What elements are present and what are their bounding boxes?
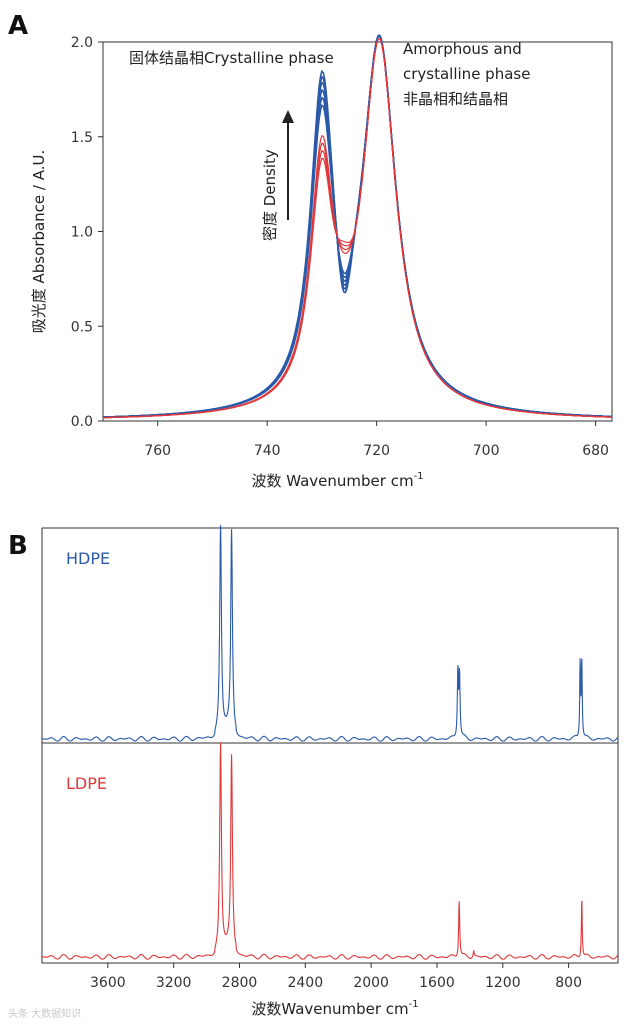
panel-b-plot-frame <box>41 527 619 964</box>
panel-a-y-tick-label: 0.5 <box>71 319 93 335</box>
panel-b-x-tick-label: 2000 <box>353 975 389 991</box>
panel-b-x-axis-title-text: 波数Wavenumber cm <box>251 1000 408 1018</box>
panel-a-letter: A <box>8 11 28 41</box>
panel-a-x-tick-label: 760 <box>144 443 171 459</box>
panel-a-series-ldpe-line <box>102 37 612 419</box>
annotation-crystalline: 固体结晶相Crystalline phase <box>129 49 334 67</box>
panel-b-x-tick-label: 2400 <box>287 975 323 991</box>
panel-a-y-tick-label: 1.5 <box>71 130 93 146</box>
panel-a-y-tick-label: 2.0 <box>71 35 93 51</box>
panel-b-letter: B <box>8 531 28 561</box>
annotation-amorphous-line1: Amorphous and <box>403 40 522 58</box>
panel-b-series-label-hdpe: HDPE <box>66 549 110 568</box>
panel-a-y-tick-label: 0.0 <box>71 414 93 430</box>
panel-b-x-tick-label: 3600 <box>90 975 126 991</box>
panel-a-series-hdpe-line <box>102 34 612 418</box>
panel-a-series-hdpe-line <box>103 34 612 419</box>
panel-b-x-tick-label: 3200 <box>156 975 192 991</box>
panel-a-x-tick-label: 740 <box>254 443 281 459</box>
panel-a-series-hdpe-line <box>102 34 612 418</box>
annotation-amorphous-line3: 非晶相和结晶相 <box>403 90 508 108</box>
panel-a-x-axis-title: 波数 Wavenumber cm-1 <box>251 471 423 490</box>
watermark: 头条 大数据知识 <box>8 1009 82 1020</box>
panel-b-x-tick-label: 1200 <box>485 975 521 991</box>
panel-a-series-ldpe-line <box>103 37 613 419</box>
panel-b-x-axis-title: 波数Wavenumber cm-1 <box>251 999 418 1018</box>
panel-a-x-axis-title-sup: -1 <box>414 471 424 482</box>
panel-a-y-axis-title: 吸光度 Absorbance / A.U. <box>30 150 48 334</box>
annotation-density: 密度 Density <box>261 149 279 241</box>
panel-a-series-hdpe-line <box>102 34 613 418</box>
panel-a-x-axis-title-text: 波数 Wavenumber cm <box>251 472 413 490</box>
panel-a-series-ldpe-line <box>103 37 612 419</box>
panel-a-series-hdpe-line <box>103 34 613 418</box>
panel-b-series-hdpe-line <box>42 525 619 742</box>
panel-b-x-tick-label: 800 <box>555 975 582 991</box>
panel-a-x-tick-label: 680 <box>582 443 609 459</box>
panel-a-x-tick-label: 720 <box>363 443 390 459</box>
panel-a-chart: 760 740 720 700 680 0.0 0.5 1.0 1.5 2.0 波数 Wavenum… <box>30 34 613 490</box>
annotation-amorphous-line2: crystalline phase <box>403 65 530 83</box>
panel-b-x-axis-title-sup: -1 <box>409 999 419 1010</box>
panel-a-plot-frame <box>102 41 613 422</box>
panel-a-x-tick-label: 700 <box>473 443 500 459</box>
panel-b-x-tick-label: 1600 <box>419 975 455 991</box>
panel-b-series-ldpe-line <box>42 742 619 960</box>
panel-a-series-hdpe-line <box>103 34 613 418</box>
panel-b-chart: 3600 3200 2800 2400 2000 1600 1200 800 波数Wavenum… <box>41 525 619 1018</box>
panel-b-series-label-ldpe: LDPE <box>66 774 107 793</box>
panel-b-x-tick-label: 2800 <box>222 975 258 991</box>
density-arrow-icon <box>282 110 294 123</box>
panel-a-series-ldpe-line <box>103 37 612 419</box>
panel-a-y-tick-label: 1.0 <box>71 225 93 241</box>
